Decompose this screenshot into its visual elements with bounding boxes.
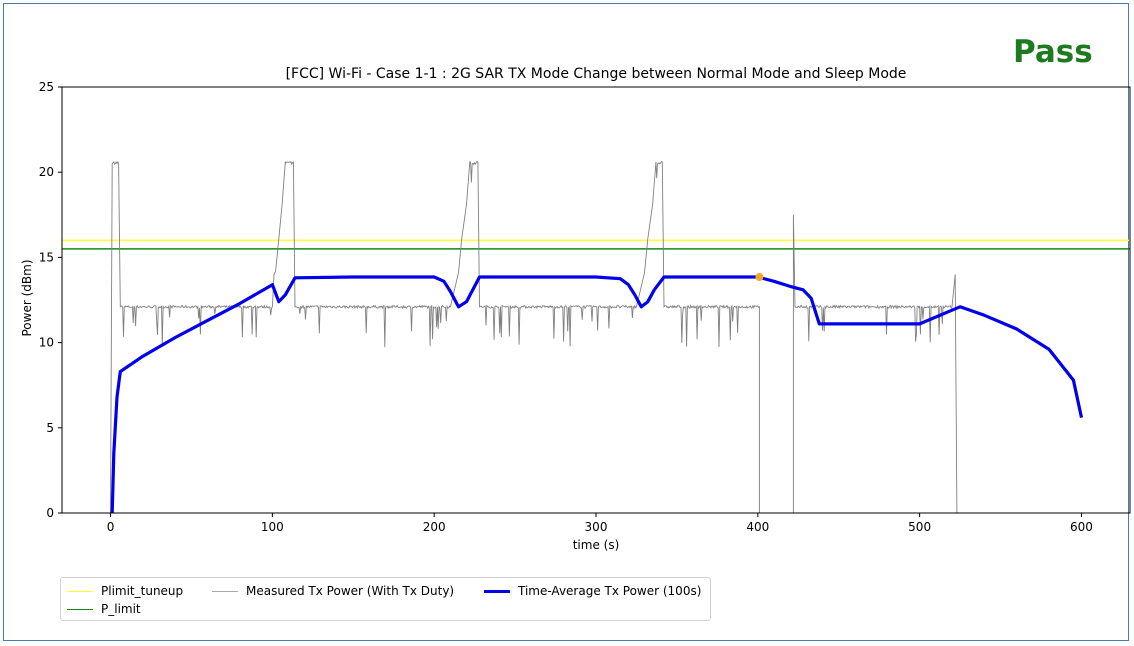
- legend-item-measured-tx-power: Measured Tx Power (With Tx Duty): [212, 583, 454, 599]
- y-tick-label: 20: [39, 165, 54, 179]
- y-tick-label: 0: [46, 506, 54, 520]
- y-tick-label: 15: [39, 250, 54, 264]
- y-tick-label: 5: [46, 421, 54, 435]
- plot-area: 0 100 200 300 400 500 600 0 5 10 15 20 25: [39, 80, 1131, 534]
- x-axis-label: time (s): [573, 538, 620, 552]
- x-tick-label: 0: [107, 520, 115, 534]
- x-tick-label: 200: [423, 520, 446, 534]
- legend-swatch-plimit-tuneup: [67, 590, 93, 592]
- plot-frame: [61, 86, 1131, 514]
- x-tick-label: 400: [746, 520, 769, 534]
- y-axis-label: Power (dBm): [20, 260, 34, 337]
- legend-item-plimit-tuneup: Plimit_tuneup: [67, 583, 183, 599]
- chart-legend: Plimit_tuneup P_limit Measured Tx Power …: [60, 577, 711, 621]
- x-tick-label: 600: [1070, 520, 1093, 534]
- legend-swatch-p-limit: [67, 608, 93, 610]
- legend-swatch-time-average-tx-power: [484, 589, 510, 593]
- x-tick-label: 100: [261, 520, 284, 534]
- series-measured-tx-power: [110, 160, 958, 514]
- legend-label-time-average-tx-power: Time-Average Tx Power (100s): [518, 584, 702, 598]
- x-tick-label: 500: [908, 520, 931, 534]
- legend-label-p-limit: P_limit: [101, 602, 141, 616]
- chart-title: [FCC] Wi-Fi - Case 1-1 : 2G SAR TX Mode …: [286, 66, 907, 82]
- chart-frame: [3, 3, 1129, 641]
- series-time-average-tx-power: [110, 275, 1084, 514]
- legend-label-measured-tx-power: Measured Tx Power (With Tx Duty): [246, 584, 455, 598]
- y-tick-label: 25: [39, 80, 54, 94]
- y-tick-label: 10: [39, 336, 54, 350]
- x-tick-label: 300: [585, 520, 608, 534]
- legend-item-time-average-tx-power: Time-Average Tx Power (100s): [484, 583, 701, 599]
- legend-label-plimit-tuneup: Plimit_tuneup: [101, 584, 184, 598]
- pass-status-label: Pass: [1013, 34, 1093, 70]
- marker-point-0: [755, 272, 764, 281]
- legend-swatch-measured-tx-power: [212, 590, 238, 592]
- legend-item-p-limit: P_limit: [67, 601, 141, 617]
